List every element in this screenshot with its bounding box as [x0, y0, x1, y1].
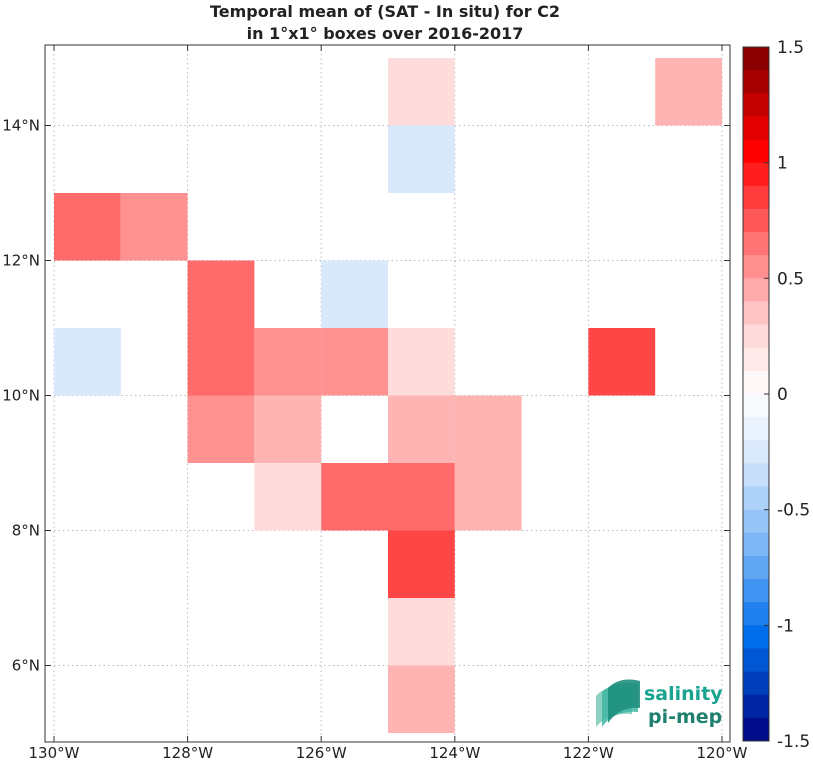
colorbar-segment: [743, 486, 769, 511]
heatmap-cell: [388, 395, 455, 463]
title-line-2: in 1°x1° boxes over 2016-2017: [247, 24, 524, 43]
colorbar-segment: [743, 509, 769, 534]
colorbar: 1.5 1 0.5 0 -0.5 -1 -1.5: [742, 38, 810, 752]
colorbar-tick-label: 1: [777, 154, 788, 174]
colorbar-segments: [743, 47, 769, 742]
heatmap-cell: [388, 125, 455, 193]
colorbar-segment: [743, 532, 769, 557]
heatmap-cell: [54, 193, 121, 261]
logo-icon: [596, 679, 640, 727]
colorbar-segment: [743, 301, 769, 326]
heatmap-cell: [321, 463, 388, 531]
x-tick-label: 126°W: [296, 744, 347, 762]
heatmap-cell: [388, 665, 455, 733]
colorbar-segment: [743, 694, 769, 719]
heatmap-cell: [187, 395, 255, 463]
colorbar-segment: [743, 70, 769, 94]
heatmap-cell: [454, 395, 522, 463]
logo-text-salinity: salinity: [644, 683, 723, 705]
colorbar-tick-label: 1.5: [777, 38, 804, 58]
x-tick-label: 128°W: [162, 744, 213, 762]
colorbar-tick-label: -0.5: [777, 501, 810, 521]
colorbar-segment: [743, 347, 769, 372]
heatmap-cell: [321, 328, 388, 396]
colorbar-segment: [743, 463, 769, 488]
logo-text-pi-mep: pi-mep: [648, 706, 722, 728]
x-tick-label: 122°W: [563, 744, 614, 762]
colorbar-segment: [743, 555, 769, 580]
y-tick-label: 12°N: [2, 252, 40, 270]
heatmap-cell: [321, 260, 388, 328]
colorbar-segment: [743, 440, 769, 464]
colorbar-segment: [743, 139, 769, 164]
heatmap-cell: [54, 328, 121, 396]
colorbar-segment: [743, 116, 769, 141]
heatmap-cell: [588, 328, 656, 396]
heatmap-cell: [454, 463, 522, 531]
plot-area: 130°W 128°W 126°W 124°W 122°W 120°W 6°N 8°N 10°…: [2, 44, 748, 762]
colorbar-segment: [743, 579, 769, 603]
colorbar-segment: [743, 162, 769, 187]
colorbar-segment: [743, 324, 769, 349]
colorbar-tick-label: 0.5: [777, 269, 804, 289]
heatmap-cell: [254, 463, 322, 531]
heatmap-cell: [388, 58, 455, 126]
colorbar-segment: [743, 93, 769, 117]
colorbar-segment: [743, 717, 769, 742]
heatmap-cells: [54, 58, 722, 733]
colorbar-segment: [743, 185, 769, 210]
chart-title: Temporal mean of (SAT - In situ) for C2 …: [210, 2, 560, 43]
y-tick-label: 8°N: [12, 522, 40, 540]
heatmap-cell: [388, 530, 455, 598]
heatmap-cell: [388, 463, 455, 531]
y-tick-label: 6°N: [12, 657, 40, 675]
colorbar-segment: [743, 394, 769, 418]
y-tick-label: 14°N: [2, 117, 40, 135]
heatmap-cell: [254, 395, 322, 463]
colorbar-segment: [743, 208, 769, 233]
colorbar-segment: [743, 648, 769, 673]
heatmap-cell: [254, 328, 322, 396]
title-line-1: Temporal mean of (SAT - In situ) for C2: [210, 2, 560, 21]
heatmap-cell: [120, 193, 188, 261]
colorbar-segment: [743, 278, 769, 302]
plot-frame: [44, 44, 731, 743]
colorbar-segment: [743, 47, 769, 71]
colorbar-segment: [743, 370, 769, 395]
colorbar-tick-label: 0: [777, 385, 788, 405]
y-tick-label: 10°N: [2, 387, 40, 405]
colorbar-segment: [743, 255, 769, 279]
heatmap-cell: [187, 260, 255, 328]
heatmap-cell: [388, 328, 455, 396]
colorbar-tick-label: -1.5: [777, 732, 810, 752]
colorbar-segment: [743, 602, 769, 626]
colorbar-segment: [743, 232, 769, 256]
heatmap-cell: [388, 598, 455, 666]
heatmap-cell: [187, 328, 255, 396]
colorbar-segment: [743, 625, 769, 649]
salinity-pi-mep-logo: salinity pi-mep: [596, 679, 723, 728]
x-tick-label: 120°W: [697, 744, 748, 762]
y-axis: 6°N 8°N 10°N 12°N 14°N: [2, 117, 730, 675]
x-axis: 130°W 128°W 126°W 124°W 122°W 120°W: [29, 45, 748, 762]
colorbar-segment: [743, 417, 769, 441]
x-tick-label: 130°W: [29, 744, 80, 762]
heatmap-cell: [655, 58, 722, 126]
x-tick-label: 124°W: [429, 744, 480, 762]
colorbar-segment: [743, 671, 769, 696]
colorbar-tick-label: -1: [777, 616, 794, 636]
colorbar-ticks: 1.5 1 0.5 0 -0.5 -1 -1.5: [764, 38, 810, 752]
